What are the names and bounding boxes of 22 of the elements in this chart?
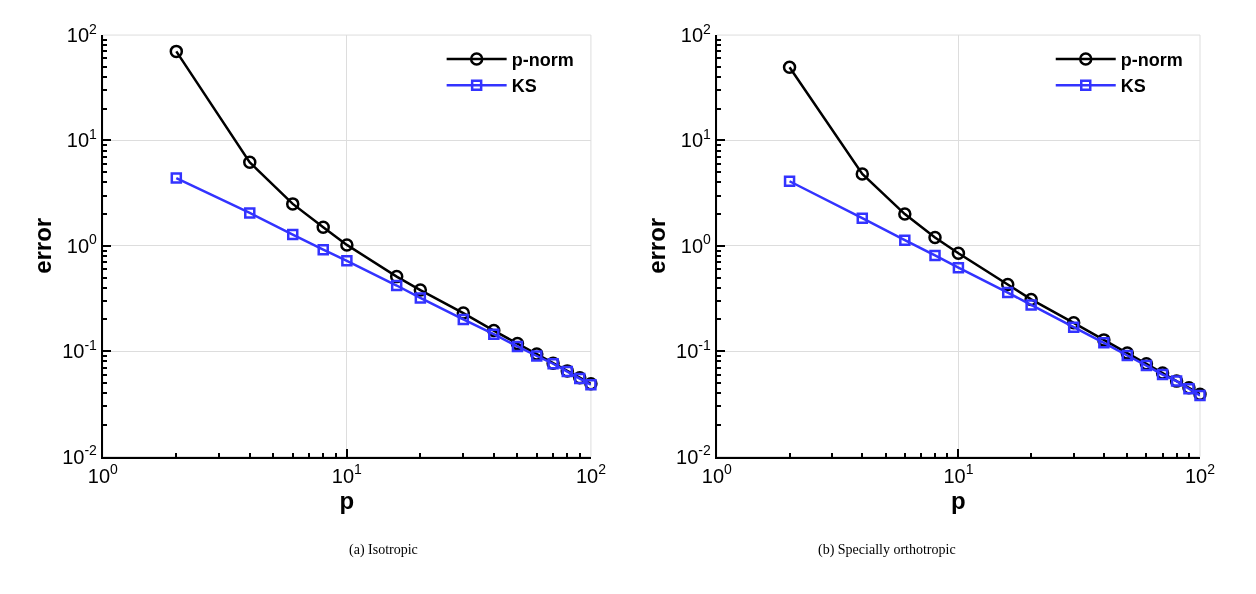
x-axis-title: p: [951, 486, 966, 514]
legend-label: KS: [511, 76, 537, 97]
y-axis-title: error: [28, 217, 56, 274]
x-tick-label: 10$^{1}$: [943, 461, 974, 487]
y-tick-label: 10$^{2}$: [680, 20, 712, 47]
x-axis-title: p: [339, 486, 355, 514]
x-tick-label: 10$^{2}$: [1184, 461, 1216, 487]
legend-label: p-norm: [1120, 49, 1183, 70]
text: (b) Specially orthotropic: [818, 542, 956, 558]
y-tick-label: 10$^{-1}$: [676, 336, 712, 363]
y-tick-label: 10$^{1}$: [66, 126, 98, 152]
legend-label: p-norm: [511, 49, 574, 70]
legend-label: KS: [1120, 76, 1146, 97]
y-tick-label: 10$^{-1}$: [62, 336, 98, 363]
x-tick-label: 10$^{2}$: [575, 461, 607, 487]
y-axis-title: error: [642, 217, 670, 274]
y-tick-label: 10$^{2}$: [66, 20, 98, 47]
x-tick-label: 10$^{1}$: [331, 461, 363, 487]
y-tick-label: 10$^{0}$: [66, 231, 98, 257]
y-tick-label: 10$^{0}$: [680, 231, 712, 257]
text: (a) Isotropic: [349, 542, 418, 558]
y-tick-label: 10$^{1}$: [680, 126, 712, 152]
